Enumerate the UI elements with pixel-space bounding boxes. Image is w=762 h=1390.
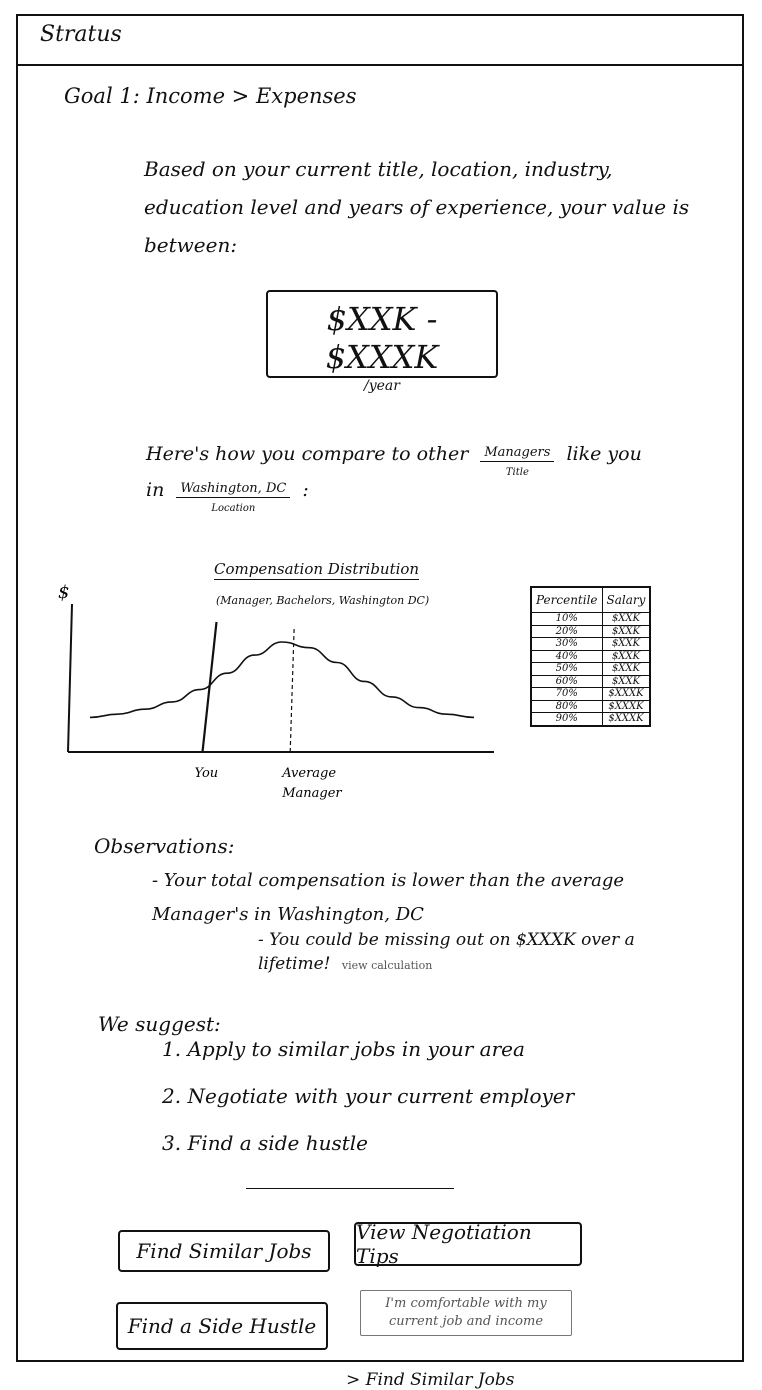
value-range-box: $XXK - $XXXK /year bbox=[266, 290, 498, 394]
suggestion-item: 2. Negotiate with your current employer bbox=[162, 1084, 575, 1108]
view-calculation-link[interactable]: view calculation bbox=[341, 959, 433, 972]
bottom-note: > Find Similar Jobs bbox=[346, 1370, 515, 1390]
salary-cell: $XXK bbox=[601, 637, 651, 651]
percentile-cell: 90% bbox=[530, 712, 603, 726]
chart-y-label: $ bbox=[58, 582, 69, 603]
percentile-cell: 40% bbox=[530, 649, 603, 663]
observations-heading: Observations: bbox=[94, 834, 235, 858]
table-row: 10% $XXK bbox=[530, 612, 651, 626]
divider bbox=[246, 1188, 454, 1189]
you-marker-line bbox=[201, 621, 218, 753]
chart-subtitle: (Manager, Bachelors, Washington DC) bbox=[216, 594, 430, 607]
table-row: 80% $XXXK bbox=[530, 699, 651, 713]
table-row: 70% $XXXK bbox=[530, 687, 651, 701]
you-label: You bbox=[195, 766, 219, 781]
table-row: 20% $XXK bbox=[530, 624, 651, 638]
compare-middle: like you in bbox=[146, 443, 642, 501]
salary-cell: $XXXK bbox=[601, 699, 651, 713]
value-intro: Based on your current title, location, i… bbox=[144, 157, 690, 257]
find-similar-jobs-button[interactable]: Find Similar Jobs bbox=[118, 1230, 330, 1272]
table-row: 30% $XXK bbox=[530, 637, 651, 651]
location-value: Washington, DC bbox=[180, 481, 287, 496]
value-unit: /year bbox=[364, 378, 400, 394]
percentile-cell: 60% bbox=[530, 674, 603, 688]
salary-cell: $XXK bbox=[601, 612, 651, 626]
suggestion-item: 1. Apply to similar jobs in your area bbox=[162, 1037, 525, 1061]
salary-cell: $XXK bbox=[601, 674, 651, 688]
percentile-cell: 30% bbox=[530, 637, 603, 651]
observation-subitem: - You could be missing out on $XXXK over… bbox=[258, 928, 678, 978]
salary-header: Salary bbox=[601, 586, 651, 613]
percentile-cell: 50% bbox=[530, 662, 603, 676]
percentile-cell: 80% bbox=[530, 699, 603, 713]
salary-cell: $XXXK bbox=[601, 687, 651, 701]
percentile-header: Percentile bbox=[530, 586, 603, 613]
percentile-cell: 10% bbox=[530, 612, 603, 626]
app-title: Stratus bbox=[40, 22, 122, 47]
comfortable-with-job-button[interactable]: I'm comfortable with my current job and … bbox=[360, 1290, 572, 1336]
title-value: Managers bbox=[484, 445, 551, 460]
suggestion-list: 1. Apply to similar jobs in your area 2.… bbox=[162, 1026, 574, 1167]
salary-cell: $XXK bbox=[601, 649, 651, 663]
average-manager-label: Average bbox=[281, 766, 336, 781]
suggest-heading: We suggest: bbox=[98, 1012, 221, 1036]
app-window bbox=[16, 14, 744, 1362]
suggestion-item: 3. Find a side hustle bbox=[162, 1131, 368, 1155]
percentile-cell: 20% bbox=[530, 624, 603, 638]
location-blank: Washington, DC Location bbox=[176, 481, 291, 514]
compare-text: Here's how you compare to other Managers… bbox=[146, 436, 666, 514]
table-row: 40% $XXK bbox=[530, 649, 651, 663]
location-caption: Location bbox=[211, 503, 256, 514]
table-row: 60% $XXK bbox=[530, 674, 651, 688]
observation-subitem-text: - You could be missing out on $XXXK over… bbox=[258, 930, 635, 974]
goal-heading: Goal 1: Income > Expenses bbox=[64, 84, 357, 108]
salary-cell: $XXK bbox=[601, 662, 651, 676]
distribution-chart: $ You Average Manager bbox=[58, 582, 494, 801]
compare-prefix: Here's how you compare to other bbox=[146, 443, 469, 465]
table-row: 90% $XXXK bbox=[530, 712, 651, 726]
distribution-curve bbox=[89, 641, 475, 719]
average-manager-label: Manager bbox=[281, 786, 342, 801]
value-range: $XXK - $XXXK bbox=[325, 300, 439, 376]
observation-item: - Your total compensation is lower than … bbox=[152, 870, 625, 925]
compare-suffix: : bbox=[302, 479, 309, 501]
app-header bbox=[16, 14, 744, 66]
salary-cell: $XXK bbox=[601, 624, 651, 638]
percentile-cell: 70% bbox=[530, 687, 603, 701]
average-marker-line bbox=[289, 625, 295, 753]
chart-title: Compensation Distribution bbox=[214, 560, 420, 580]
percentile-table: Percentile Salary 10% $XXK 20% $XXK 30% $XXK 40… bbox=[530, 586, 652, 727]
find-side-hustle-button[interactable]: Find a Side Hustle bbox=[116, 1302, 328, 1350]
title-caption: Title bbox=[505, 467, 529, 478]
title-blank: Managers Title bbox=[480, 445, 555, 478]
salary-cell: $XXXK bbox=[601, 712, 651, 726]
table-row: 50% $XXK bbox=[530, 662, 651, 676]
chart-y-axis bbox=[67, 603, 73, 753]
view-negotiation-tips-button[interactable]: View Negotiation Tips bbox=[354, 1220, 582, 1268]
